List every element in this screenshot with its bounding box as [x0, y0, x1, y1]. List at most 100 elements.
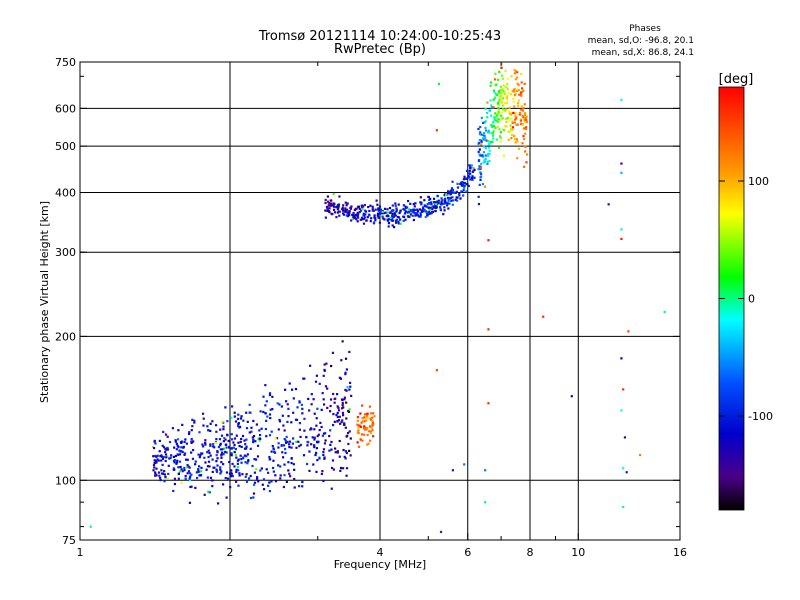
data-point	[458, 194, 461, 197]
data-point	[524, 132, 527, 135]
data-point	[512, 88, 516, 91]
colorbar-label: [deg]	[719, 72, 754, 87]
data-point	[486, 162, 489, 165]
data-point	[420, 209, 423, 212]
data-point	[302, 454, 306, 457]
data-point	[437, 199, 440, 202]
data-point	[290, 446, 293, 449]
data-point	[207, 490, 210, 493]
data-point	[391, 204, 394, 207]
data-point	[235, 470, 238, 474]
data-point	[252, 440, 255, 444]
data-point	[324, 385, 328, 388]
data-point	[352, 211, 355, 215]
data-point	[498, 98, 501, 101]
data-point	[414, 208, 417, 212]
data-point	[341, 401, 344, 405]
data-point	[197, 453, 200, 456]
data-point	[492, 98, 495, 102]
data-point	[465, 190, 468, 193]
data-point	[517, 88, 520, 92]
data-point	[313, 438, 316, 441]
data-point	[516, 123, 519, 126]
data-point	[482, 161, 485, 164]
data-point	[391, 212, 394, 215]
scatter-points	[89, 62, 666, 534]
data-point	[236, 462, 239, 465]
data-point	[423, 208, 426, 212]
data-point	[308, 409, 311, 412]
data-point	[338, 455, 341, 458]
data-point	[514, 112, 517, 115]
data-point	[295, 440, 298, 443]
data-point	[478, 183, 481, 186]
data-point	[462, 189, 465, 192]
data-point	[332, 202, 336, 205]
data-point	[525, 120, 529, 124]
data-point	[180, 446, 183, 449]
data-point	[336, 204, 340, 207]
data-point	[355, 218, 358, 221]
data-point	[207, 429, 210, 432]
x-tick-label: 1	[77, 546, 84, 559]
data-point	[271, 444, 274, 448]
data-point	[202, 445, 205, 448]
data-point	[209, 476, 213, 479]
data-point	[414, 211, 417, 215]
data-point	[231, 474, 234, 478]
data-point	[523, 138, 526, 141]
data-point	[334, 447, 337, 450]
data-point	[265, 400, 268, 403]
data-point	[324, 439, 327, 442]
data-point	[443, 194, 446, 197]
data-point	[278, 418, 281, 422]
data-point	[502, 154, 506, 157]
chart-subtitle: RwPretec (Bp)	[334, 42, 426, 57]
data-point	[378, 212, 382, 215]
data-point	[240, 415, 243, 418]
data-point	[239, 425, 242, 428]
data-point	[256, 455, 260, 458]
data-point	[162, 455, 165, 459]
data-point	[190, 451, 193, 454]
data-point	[500, 94, 503, 97]
data-point	[184, 458, 188, 461]
data-point	[473, 176, 476, 179]
data-point	[469, 178, 472, 181]
data-point	[262, 410, 265, 414]
data-point	[206, 476, 209, 479]
data-point	[245, 411, 248, 414]
data-point	[371, 205, 374, 208]
data-point	[305, 462, 309, 466]
data-point	[513, 90, 516, 93]
data-point	[202, 417, 205, 420]
data-point	[219, 466, 222, 469]
data-point	[176, 444, 179, 447]
data-point	[505, 120, 508, 123]
data-point	[306, 444, 309, 447]
data-point	[310, 443, 313, 446]
data-point	[462, 186, 466, 189]
data-point	[238, 474, 241, 477]
data-point	[230, 405, 234, 408]
data-point	[185, 442, 188, 445]
data-point	[369, 439, 372, 442]
data-point	[430, 203, 433, 206]
data-point	[486, 101, 489, 104]
data-point	[458, 192, 461, 196]
data-point	[513, 138, 517, 141]
data-point	[247, 477, 251, 480]
data-point	[221, 420, 224, 424]
data-point	[209, 454, 212, 457]
data-point	[447, 197, 450, 201]
data-point	[340, 359, 343, 362]
data-point	[488, 152, 491, 155]
data-point	[484, 136, 487, 139]
data-point	[462, 181, 465, 185]
data-point	[445, 193, 448, 197]
data-point	[258, 429, 261, 432]
data-point	[160, 469, 163, 472]
data-point	[461, 190, 464, 193]
data-point	[371, 419, 374, 422]
data-point	[491, 125, 494, 128]
